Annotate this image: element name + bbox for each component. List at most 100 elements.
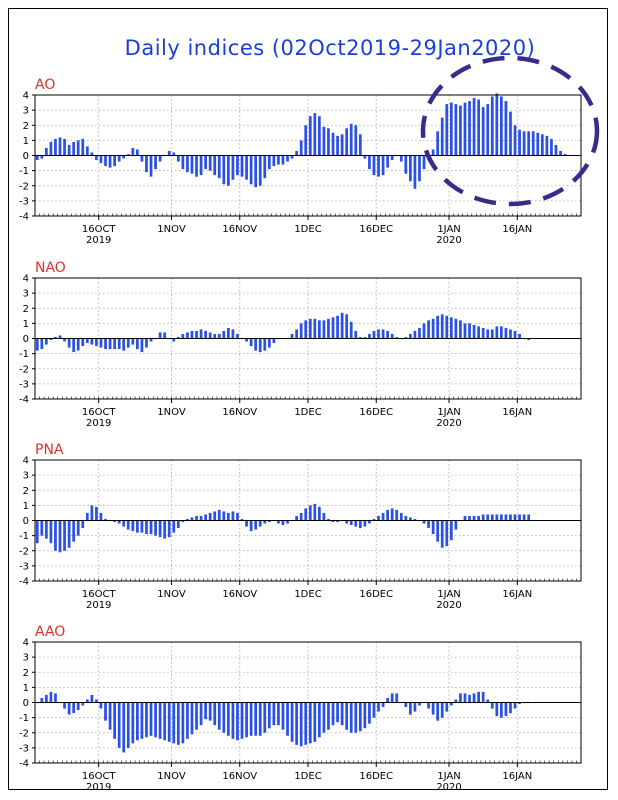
nao-bar [409,333,412,339]
ao-bar [290,155,294,159]
pna-bar [409,517,412,521]
nao-bar [504,327,508,339]
nao-bar [90,338,94,345]
aao-bar [390,693,394,703]
aao-bar [427,702,430,709]
aao-xtick-label: 1JAN [437,771,460,782]
aao-bar [277,702,280,726]
aao-bar [295,702,298,745]
nao-bar [63,338,66,342]
aao-bar [472,693,476,703]
aao-ytick-label: -3 [19,743,29,754]
ao-bar [240,155,244,177]
ao-bar [381,155,385,176]
nao-ytick-label: 2 [23,304,29,315]
pna-bar [172,520,176,533]
aao-ytick-label: -4 [19,759,29,770]
pna-bar [336,520,339,523]
pna-bar [354,520,358,527]
ao-bar [263,155,267,179]
ao-bar [336,135,339,156]
ao-bar [440,117,444,156]
pna-bar [381,512,385,521]
ao-bar [404,155,408,174]
ao-bar [495,93,499,156]
ao-bar [186,155,189,173]
aao-xtick-label: 16JAN [502,771,532,782]
ao-bar [345,128,349,156]
aao-bar [63,702,66,709]
pna-bar [427,520,430,529]
ao-bar [386,155,389,168]
nao-bar [145,338,148,348]
pna-ytick-label: 1 [23,501,29,512]
pna-bar [236,512,239,521]
nao-bar [249,338,253,347]
pna-xtick-label: 1NOV [157,589,186,600]
aao-bar [222,702,226,733]
ao-bar [518,129,521,156]
pna-ytick-label: 3 [23,471,29,482]
ao-ytick-label: -4 [19,212,29,223]
pna-xtick-year: 2019 [86,600,111,611]
aao-bar [327,702,330,730]
nao-bar [418,327,421,339]
ao-bar [231,155,235,180]
aao-bar [363,702,367,729]
aao-bar [236,702,239,741]
pna-bar [513,514,517,521]
ao-bar [249,155,253,185]
aao-bar [322,702,326,733]
aao-bar [145,702,148,738]
ao-bar [58,137,62,156]
ao-bar [527,131,531,156]
aao-bar [45,694,48,703]
ao-bar [363,155,367,159]
pna-bar [395,509,399,521]
nao-panel-label: NAO [35,260,66,276]
pna-bar [199,515,203,521]
nao-bar [500,326,503,339]
ao-bar [327,128,330,156]
ao-panel-label: AO [35,77,55,93]
aao-bar [490,702,494,709]
ao-bar [468,101,471,156]
nao-bar [308,318,312,339]
nao-bar [331,317,335,339]
nao-bar [363,336,367,339]
pna-bar [477,515,480,521]
nao-bar [227,327,230,339]
nao-bar [477,326,480,339]
ao-bar [308,116,312,156]
ao-bar [550,138,553,156]
pna-bar [304,508,308,521]
aao-bar [267,702,271,729]
pna-ytick-label: -4 [19,577,29,588]
nao-bar [395,336,399,339]
ao-bar [358,134,362,156]
pna-bar [263,520,267,524]
nao-bar [108,338,112,350]
pna-bar [277,520,280,524]
pna-bar [399,512,403,521]
pna-bar [322,512,326,521]
ao-bar [368,155,371,170]
aao-bar [358,702,362,732]
pna-bar [472,515,476,521]
pna-bar [113,520,116,523]
figure-frame [8,8,608,790]
ao-bar [377,155,380,177]
nao-bar [49,338,53,341]
nao-bar [509,329,512,339]
nao-ytick-label: -2 [19,364,29,375]
pna-xtick-label: 1DEC [294,589,321,600]
pna-panel-label: PNA [35,442,64,458]
aao-xtick-label: 16DEC [359,771,393,782]
pna-bar [522,514,526,521]
aao-bar [509,702,512,714]
ao-bar [227,155,230,186]
ao-bar [463,102,467,156]
aao-bar [440,702,444,718]
annotation-ellipse [420,55,600,207]
